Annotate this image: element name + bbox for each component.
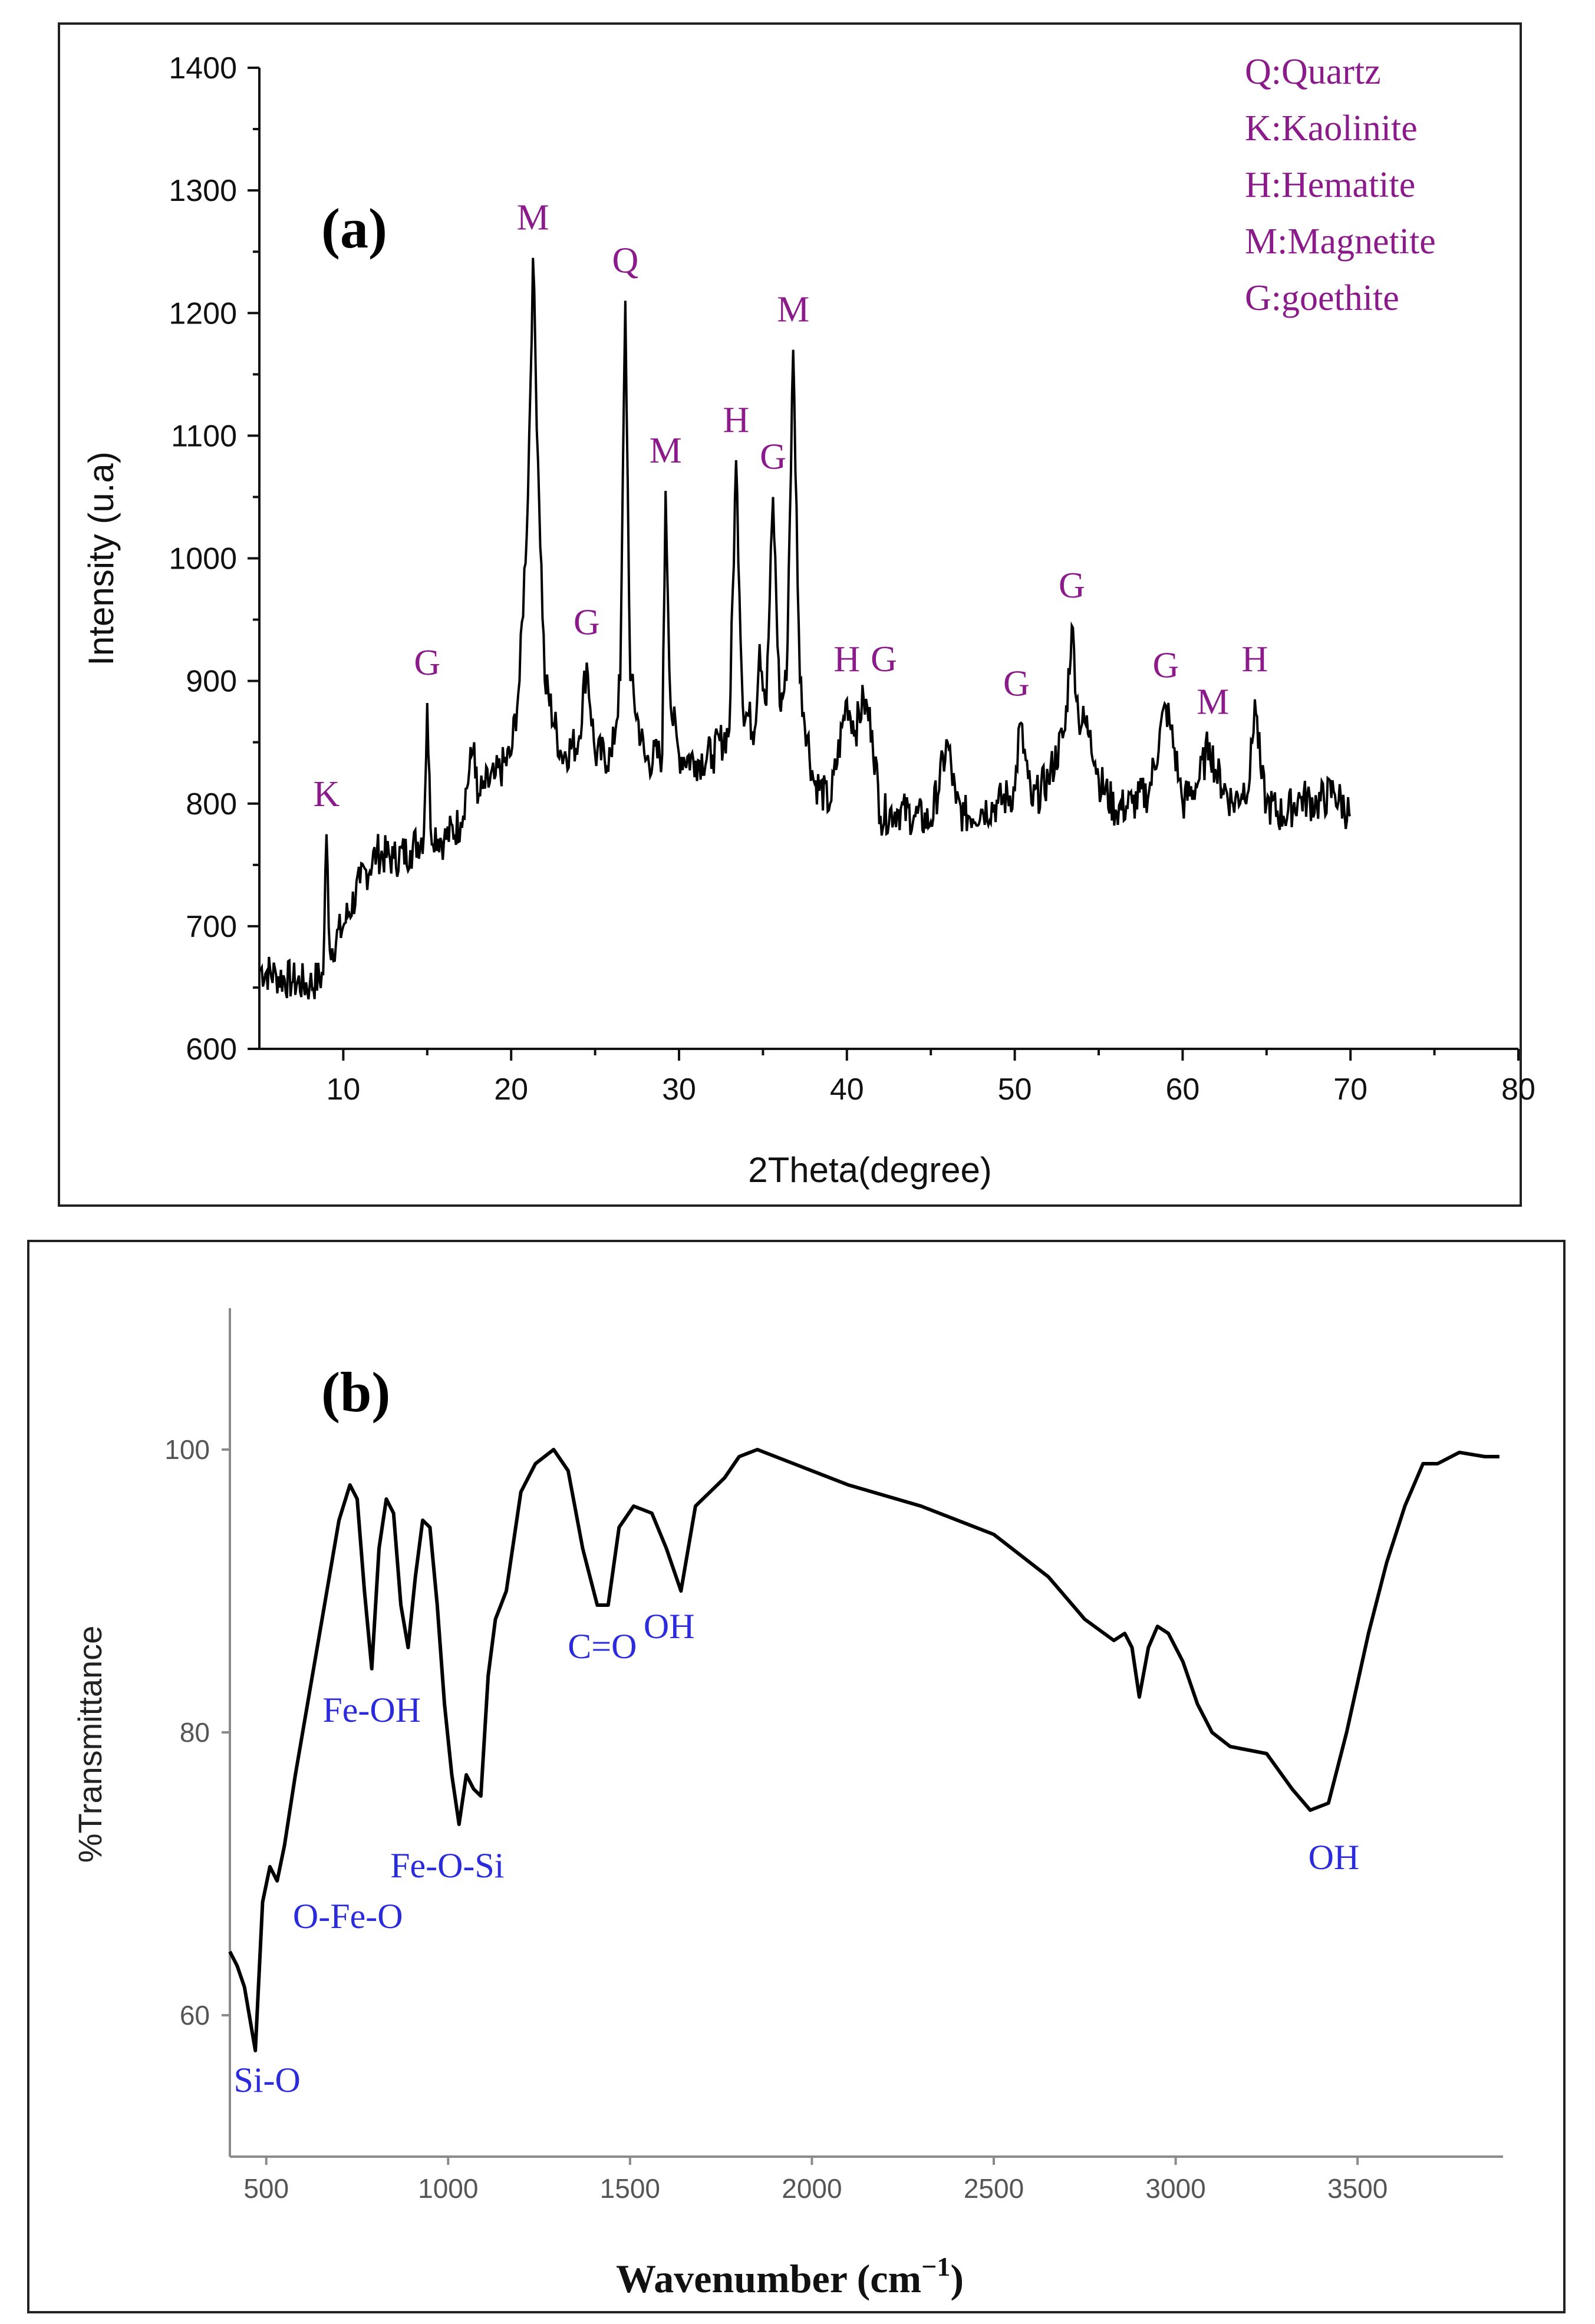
xrd-y-tick-label: 1300 bbox=[169, 174, 237, 208]
ftir-band-label: Fe-OH bbox=[322, 1691, 421, 1729]
ftir-band-label: C=O bbox=[568, 1627, 637, 1666]
panel-a-label: (a) bbox=[321, 197, 387, 260]
ftir-y-tick-label: 80 bbox=[180, 1717, 210, 1748]
xrd-axes: 10 20 30 40 50 60 70 80 600 700 800 900 1000 1100 1200… bbox=[169, 51, 1535, 1107]
xrd-y-axis-title: Intensity (u.a) bbox=[81, 451, 121, 666]
ftir-line bbox=[228, 1448, 1500, 2052]
xrd-peak-label: M bbox=[1197, 682, 1229, 722]
xrd-peak-label: Q bbox=[612, 240, 638, 280]
ftir-band-label: OH bbox=[1309, 1838, 1360, 1877]
xrd-series bbox=[258, 258, 1352, 1000]
xrd-peak-label: G bbox=[1003, 663, 1030, 704]
xrd-x-tick-label: 80 bbox=[1501, 1072, 1535, 1107]
ftir-x-axis-title: Wavenumber (cm−1) bbox=[616, 2252, 964, 2301]
ftir-x-tick-label: 500 bbox=[243, 2173, 289, 2204]
ftir-y-tick-label: 100 bbox=[164, 1434, 210, 1465]
xrd-legend-entry: Q:Quartz bbox=[1245, 52, 1381, 92]
xrd-y-tick-label: 600 bbox=[186, 1032, 237, 1067]
ftir-band-label: Si-O bbox=[234, 2061, 301, 2099]
ftir-x-tick-label: 1000 bbox=[418, 2173, 478, 2204]
xrd-legend-entry: G:goethite bbox=[1245, 278, 1399, 318]
ftir-y-tick-label: 60 bbox=[180, 2000, 210, 2031]
xrd-y-tick-label: 1000 bbox=[169, 542, 237, 576]
xrd-x-tick-label: 20 bbox=[494, 1072, 528, 1107]
xrd-peak-label: H bbox=[833, 639, 860, 679]
ftir-band-label: Fe-O-Si bbox=[390, 1846, 504, 1885]
xrd-peak-label: G bbox=[871, 639, 897, 679]
ftir-band-label: OH bbox=[644, 1607, 695, 1646]
xrd-y-tick-label: 1100 bbox=[171, 419, 237, 453]
ftir-x-tick-label: 3500 bbox=[1327, 2173, 1388, 2204]
ftir-plot: (b) 500 1000 1500 2000 2500 3000 3500 60 80 100 S… bbox=[71, 1308, 1503, 2301]
xrd-plot: (a) Q:Quartz K:Kaolinite H:Hematite M:Magne… bbox=[81, 51, 1535, 1190]
xrd-peak-label: H bbox=[1241, 639, 1268, 679]
ftir-axes: 500 1000 1500 2000 2500 3000 3500 60 80 100 bbox=[164, 1308, 1503, 2204]
panel-a-frame bbox=[58, 22, 1522, 1207]
xrd-peak-label: G bbox=[1153, 645, 1179, 685]
ftir-x-tick-label: 1500 bbox=[600, 2173, 660, 2204]
ftir-band-label: O-Fe-O bbox=[293, 1897, 403, 1936]
xrd-peak-label: G bbox=[760, 437, 786, 477]
panel-b-label: (b) bbox=[321, 1361, 390, 1424]
ftir-x-tick-label: 2000 bbox=[782, 2173, 842, 2204]
xrd-x-tick-label: 40 bbox=[830, 1072, 864, 1107]
xrd-y-tick-label: 700 bbox=[186, 910, 237, 944]
xrd-x-tick-label: 60 bbox=[1165, 1072, 1199, 1107]
xrd-legend-entry: H:Hematite bbox=[1245, 165, 1415, 205]
panel-b-frame bbox=[27, 1240, 1566, 2313]
ftir-x-axis-title-sup: −1 bbox=[921, 2252, 950, 2282]
xrd-x-tick-label: 50 bbox=[998, 1072, 1032, 1107]
xrd-legend-entry: K:Kaolinite bbox=[1245, 108, 1418, 148]
ftir-x-tick-label: 3000 bbox=[1145, 2173, 1205, 2204]
xrd-y-tick-label: 800 bbox=[186, 787, 237, 821]
ftir-x-axis-title-end: ) bbox=[950, 2256, 964, 2301]
xrd-x-tick-label: 30 bbox=[662, 1072, 696, 1107]
xrd-peak-label: G bbox=[414, 643, 440, 683]
ftir-y-axis-title: %Transmittance bbox=[71, 1626, 108, 1863]
xrd-peak-label: G bbox=[574, 602, 600, 642]
xrd-y-tick-label: 900 bbox=[186, 665, 237, 699]
xrd-peak-label: H bbox=[723, 400, 749, 440]
ftir-series bbox=[228, 1448, 1500, 2052]
xrd-peak-label: K bbox=[314, 774, 340, 814]
xrd-peak-label: M bbox=[517, 198, 549, 238]
xrd-y-tick-label: 1200 bbox=[169, 296, 237, 331]
xrd-x-tick-label: 70 bbox=[1333, 1072, 1367, 1107]
xrd-peak-label: M bbox=[777, 290, 809, 330]
ftir-x-tick-label: 2500 bbox=[964, 2173, 1024, 2204]
xrd-x-axis-title: 2Theta(degree) bbox=[748, 1150, 992, 1190]
ftir-x-axis-title-main: Wavenumber (cm bbox=[616, 2256, 921, 2301]
xrd-peak-label: G bbox=[1059, 566, 1085, 606]
xrd-line bbox=[258, 258, 1352, 1000]
xrd-legend-entry: M:Magnetite bbox=[1245, 222, 1436, 262]
xrd-legend: Q:Quartz K:Kaolinite H:Hematite M:Magnetite… bbox=[1245, 52, 1436, 318]
xrd-y-tick-label: 1400 bbox=[169, 51, 237, 85]
xrd-peak-label: M bbox=[650, 431, 682, 471]
xrd-x-tick-label: 10 bbox=[326, 1072, 360, 1107]
